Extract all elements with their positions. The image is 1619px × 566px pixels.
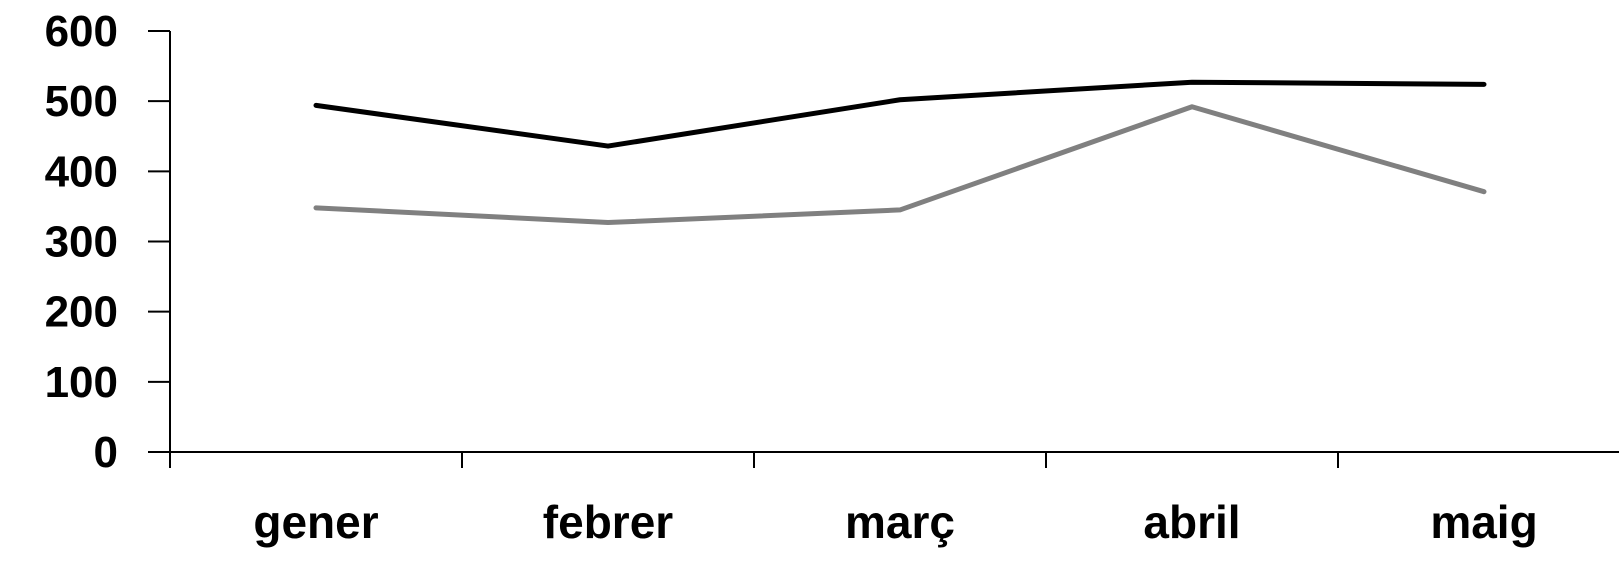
y-tick-label: 300: [45, 218, 118, 267]
x-tick-label: maig: [1430, 496, 1537, 548]
y-tick-label: 0: [94, 428, 118, 477]
y-tick-label: 100: [45, 358, 118, 407]
tick-labels: 0 100 200 300 400 500 600 gener febrer març abril m…: [45, 7, 1538, 548]
y-tick-label: 400: [45, 147, 118, 196]
y-tick-label: 500: [45, 77, 118, 126]
y-tick-label: 200: [45, 288, 118, 337]
x-tick-label: febrer: [543, 496, 673, 548]
series-line-2: [313, 104, 1487, 226]
series-line-1: [313, 79, 1487, 149]
series-lines: [313, 79, 1487, 226]
x-tick-label: gener: [253, 496, 378, 548]
x-tick-label: març: [845, 496, 955, 548]
x-tick-label: abril: [1143, 496, 1240, 548]
y-tick-label: 600: [45, 7, 118, 56]
axes: [148, 30, 1619, 468]
